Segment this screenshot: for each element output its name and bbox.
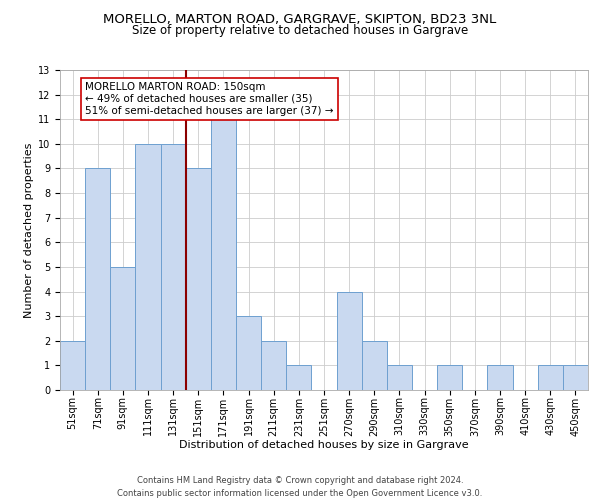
Bar: [236, 316, 261, 390]
X-axis label: Distribution of detached houses by size in Gargrave: Distribution of detached houses by size …: [179, 440, 469, 450]
Bar: [211, 119, 236, 390]
Bar: [60, 341, 85, 390]
Bar: [261, 341, 286, 390]
Y-axis label: Number of detached properties: Number of detached properties: [24, 142, 34, 318]
Bar: [337, 292, 362, 390]
Text: MORELLO, MARTON ROAD, GARGRAVE, SKIPTON, BD23 3NL: MORELLO, MARTON ROAD, GARGRAVE, SKIPTON,…: [103, 12, 497, 26]
Bar: [362, 341, 387, 390]
Text: Contains HM Land Registry data © Crown copyright and database right 2024.
Contai: Contains HM Land Registry data © Crown c…: [118, 476, 482, 498]
Text: Size of property relative to detached houses in Gargrave: Size of property relative to detached ho…: [132, 24, 468, 37]
Bar: [186, 168, 211, 390]
Bar: [110, 267, 136, 390]
Bar: [387, 366, 412, 390]
Bar: [487, 366, 512, 390]
Bar: [437, 366, 462, 390]
Bar: [161, 144, 186, 390]
Bar: [85, 168, 110, 390]
Bar: [563, 366, 588, 390]
Bar: [136, 144, 161, 390]
Bar: [286, 366, 311, 390]
Text: MORELLO MARTON ROAD: 150sqm
← 49% of detached houses are smaller (35)
51% of sem: MORELLO MARTON ROAD: 150sqm ← 49% of det…: [85, 82, 334, 116]
Bar: [538, 366, 563, 390]
